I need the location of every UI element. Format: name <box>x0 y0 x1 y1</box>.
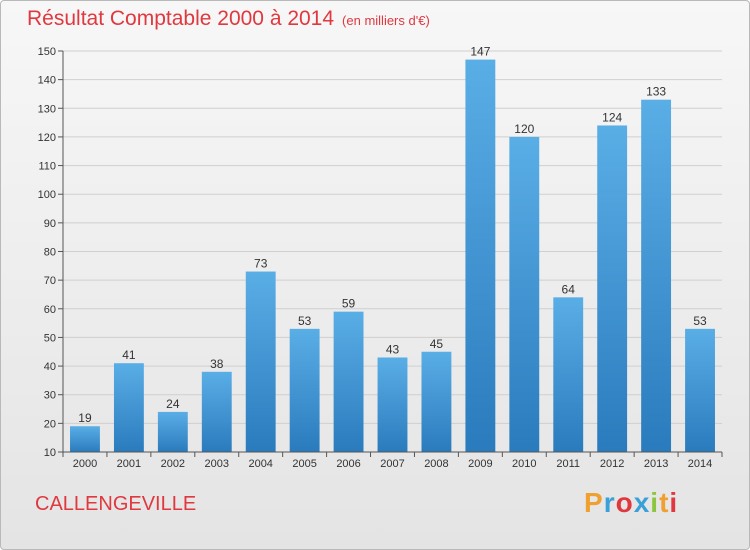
data-label: 24 <box>166 397 180 411</box>
bar <box>377 357 408 452</box>
logo-letter: i <box>669 487 679 518</box>
y-tick-label: 30 <box>44 390 56 402</box>
data-label: 124 <box>602 110 622 124</box>
bar <box>201 371 232 452</box>
y-tick-label: 50 <box>44 332 56 344</box>
x-tick-label: 2002 <box>161 458 185 470</box>
x-tick-label: 2001 <box>117 458 141 470</box>
y-tick-label: 140 <box>38 75 56 87</box>
bar <box>597 125 628 452</box>
logo-letter: r <box>603 487 616 518</box>
bars: 19 41 24 38 73 53 59 43 45 147 120 64 124 133 53 <box>70 45 715 452</box>
bar <box>245 271 276 452</box>
data-label: 73 <box>254 257 268 271</box>
y-tick-label: 130 <box>38 103 56 115</box>
x-tick-label: 2005 <box>292 458 316 470</box>
x-tick-label: 2007 <box>380 458 404 470</box>
x-tick-label: 2011 <box>556 458 580 470</box>
x-tick-label: 2004 <box>248 458 272 470</box>
bar <box>641 99 672 452</box>
y-tick-label: 10 <box>44 447 56 459</box>
data-label: 19 <box>78 411 92 425</box>
chart-title: Résultat Comptable 2000 à 2014 (en millie… <box>27 7 430 31</box>
x-tick-label: 2013 <box>644 458 668 470</box>
x-tick-label: 2010 <box>512 458 536 470</box>
y-tick-label: 80 <box>44 247 56 259</box>
y-tick-label: 120 <box>38 132 56 144</box>
logo-letter: i <box>650 487 660 518</box>
y-tick-label: 40 <box>44 361 56 373</box>
data-label: 45 <box>430 337 444 351</box>
y-tick-label: 150 <box>38 46 56 58</box>
y-tick-label: 20 <box>44 418 56 430</box>
data-label: 53 <box>298 314 312 328</box>
title-text: Résultat Comptable 2000 à 2014 <box>27 7 335 30</box>
x-tick-label: 2000 <box>73 458 97 470</box>
data-label: 38 <box>210 357 224 371</box>
bar <box>289 328 320 452</box>
bar <box>113 363 144 452</box>
logo-letter: x <box>633 487 651 518</box>
y-tick-label: 100 <box>38 189 56 201</box>
bar <box>421 351 452 452</box>
logo-letter: o <box>615 487 634 518</box>
proxiti-logo: Proxiti <box>584 487 678 519</box>
bar <box>465 59 496 452</box>
x-tick-label: 2012 <box>600 458 624 470</box>
x-tick-label: 2003 <box>205 458 229 470</box>
y-tick-label: 90 <box>44 218 56 230</box>
data-label: 41 <box>122 348 136 362</box>
axes: 10 20 30 40 50 60 70 80 90 100 110 120 130 140 150 2000… <box>38 46 723 470</box>
bar <box>333 311 364 452</box>
logo-letter: t <box>659 487 670 518</box>
x-tick-label: 2014 <box>688 458 712 470</box>
data-label: 59 <box>342 297 356 311</box>
bar <box>553 297 584 452</box>
x-tick-label: 2009 <box>468 458 492 470</box>
x-tick-label: 2006 <box>336 458 360 470</box>
unit-label: (en milliers d'€) <box>342 13 430 28</box>
data-label: 64 <box>562 282 576 296</box>
y-tick-label: 60 <box>44 304 56 316</box>
bar <box>685 328 715 452</box>
data-label: 43 <box>386 342 400 356</box>
y-tick-label: 70 <box>44 275 56 287</box>
x-tick-label: 2008 <box>424 458 448 470</box>
bar <box>70 426 100 452</box>
data-label: 147 <box>470 45 490 59</box>
bar <box>157 411 188 452</box>
data-label: 120 <box>514 122 534 136</box>
y-tick-label: 110 <box>38 161 56 173</box>
data-label: 53 <box>693 314 707 328</box>
commune-name: CALLENGEVILLE <box>35 493 197 515</box>
data-label: 133 <box>646 85 666 99</box>
bar <box>509 136 540 452</box>
logo-letter: P <box>584 487 604 518</box>
